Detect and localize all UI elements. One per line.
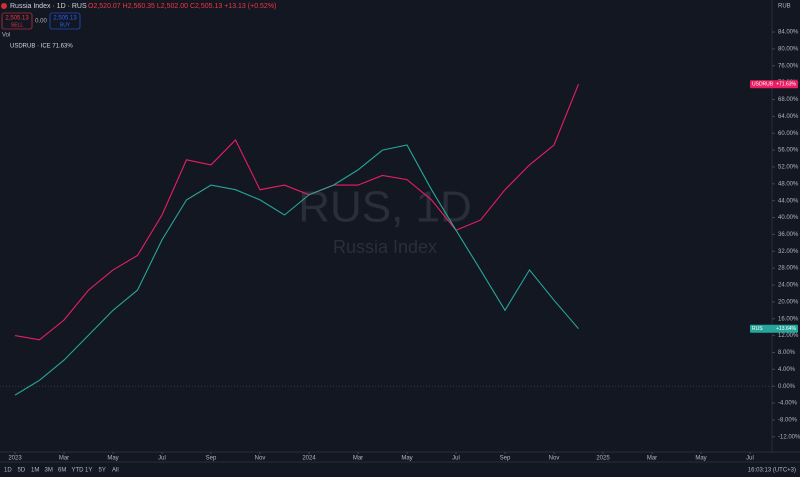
x-tick-label: Nov bbox=[255, 456, 266, 462]
timeframe-button[interactable]: 1M bbox=[31, 468, 39, 474]
y-tick-label: 0.00% bbox=[778, 384, 796, 390]
spread: 0.00 bbox=[35, 19, 47, 25]
y-tick-label: -4.00% bbox=[778, 401, 798, 407]
y-tick-label: 76.00% bbox=[778, 63, 799, 69]
x-tick-label: Sep bbox=[206, 456, 217, 462]
timeframe-button[interactable]: 5D bbox=[18, 468, 26, 474]
y-tick-label: 16.00% bbox=[778, 316, 799, 322]
price-tag bbox=[750, 80, 798, 89]
tag-value: +71.63% bbox=[776, 82, 796, 88]
symbol-title[interactable]: Russia Index · 1D · RUS bbox=[10, 3, 87, 10]
volume-label: Vol bbox=[2, 33, 10, 39]
x-tick-label: Nov bbox=[549, 456, 560, 462]
buy-price: 2,505.13 bbox=[53, 16, 77, 22]
x-tick-label: 2023 bbox=[8, 456, 22, 462]
y-tick-label: 28.00% bbox=[778, 266, 799, 272]
series-line bbox=[14, 144, 579, 396]
timeframe-button[interactable]: All bbox=[112, 468, 119, 474]
y-tick-label: 60.00% bbox=[778, 131, 799, 137]
y-tick-label: 36.00% bbox=[778, 232, 799, 238]
x-tick-label: 2025 bbox=[596, 456, 610, 462]
y-tick-label: 44.00% bbox=[778, 198, 799, 204]
watermark-name: Russia Index bbox=[333, 237, 437, 257]
compare-label: USDRUB · ICE 71.63% bbox=[10, 44, 73, 50]
tag-name: USDRUB bbox=[752, 82, 774, 88]
buy-label: BUY bbox=[60, 22, 71, 28]
timeframes: 1D 5D 1M 3M 6M YTD 1Y 5Y All bbox=[4, 468, 119, 474]
x-tick-label: May bbox=[401, 456, 412, 462]
series-line bbox=[14, 83, 580, 341]
x-tick-label: May bbox=[107, 456, 118, 462]
currency: RUB bbox=[778, 4, 791, 10]
y-tick-label: 20.00% bbox=[778, 299, 799, 305]
timeframe-button[interactable]: 6M bbox=[58, 468, 66, 474]
clock: 16:03:13 (UTC+3) bbox=[748, 468, 796, 474]
y-tick-label: 52.00% bbox=[778, 165, 799, 171]
timeframe-button[interactable]: YTD bbox=[72, 468, 85, 474]
x-tick-label: Mar bbox=[647, 456, 657, 462]
tag-name: RUS bbox=[752, 326, 763, 332]
x-tick-label: Jul bbox=[452, 456, 460, 462]
x-tick-label: 2024 bbox=[302, 456, 316, 462]
y-tick-label: 32.00% bbox=[778, 249, 799, 255]
sell-price: 2,505.13 bbox=[5, 16, 29, 22]
buy-button[interactable] bbox=[49, 12, 81, 30]
y-tick-label: 84.00% bbox=[778, 30, 799, 36]
y-tick-label: -8.00% bbox=[778, 418, 798, 424]
y-tick-label: 56.00% bbox=[778, 148, 799, 154]
y-tick-label: 48.00% bbox=[778, 181, 799, 187]
y-tick-label: 80.00% bbox=[778, 46, 799, 52]
timeframe-button[interactable]: 1Y bbox=[85, 468, 92, 474]
y-tick-label: -12.00% bbox=[778, 434, 800, 440]
x-tick-label: May bbox=[695, 456, 706, 462]
x-tick-label: Sep bbox=[500, 456, 511, 462]
flag-icon bbox=[1, 3, 7, 9]
sell-button[interactable] bbox=[1, 12, 33, 30]
x-tick-label: Jul bbox=[158, 456, 166, 462]
sell-label: SELL bbox=[11, 22, 23, 28]
tag-value: +13.64% bbox=[776, 326, 796, 332]
y-tick-label: 40.00% bbox=[778, 215, 799, 221]
x-tick-label: Mar bbox=[353, 456, 363, 462]
timeframe-button[interactable]: 5Y bbox=[99, 468, 106, 474]
x-tick-label: Jul bbox=[746, 456, 754, 462]
ohlc: O2,520.07 H2,560.35 L2,502.00 C2,505.13 … bbox=[88, 3, 276, 10]
y-tick-label: 24.00% bbox=[778, 283, 799, 289]
y-tick-label: 64.00% bbox=[778, 114, 799, 120]
watermark-symbol: RUS, 1D bbox=[298, 183, 472, 232]
timeframe-button[interactable]: 1D bbox=[4, 468, 12, 474]
price-tag bbox=[750, 324, 798, 333]
y-tick-label: 68.00% bbox=[778, 97, 799, 103]
y-tick-label: 8.00% bbox=[778, 350, 796, 356]
y-tick-label: 4.00% bbox=[778, 367, 796, 373]
timeframe-button[interactable]: 3M bbox=[45, 468, 53, 474]
x-tick-label: Mar bbox=[59, 456, 69, 462]
y-tick-label: 12.00% bbox=[778, 333, 799, 339]
